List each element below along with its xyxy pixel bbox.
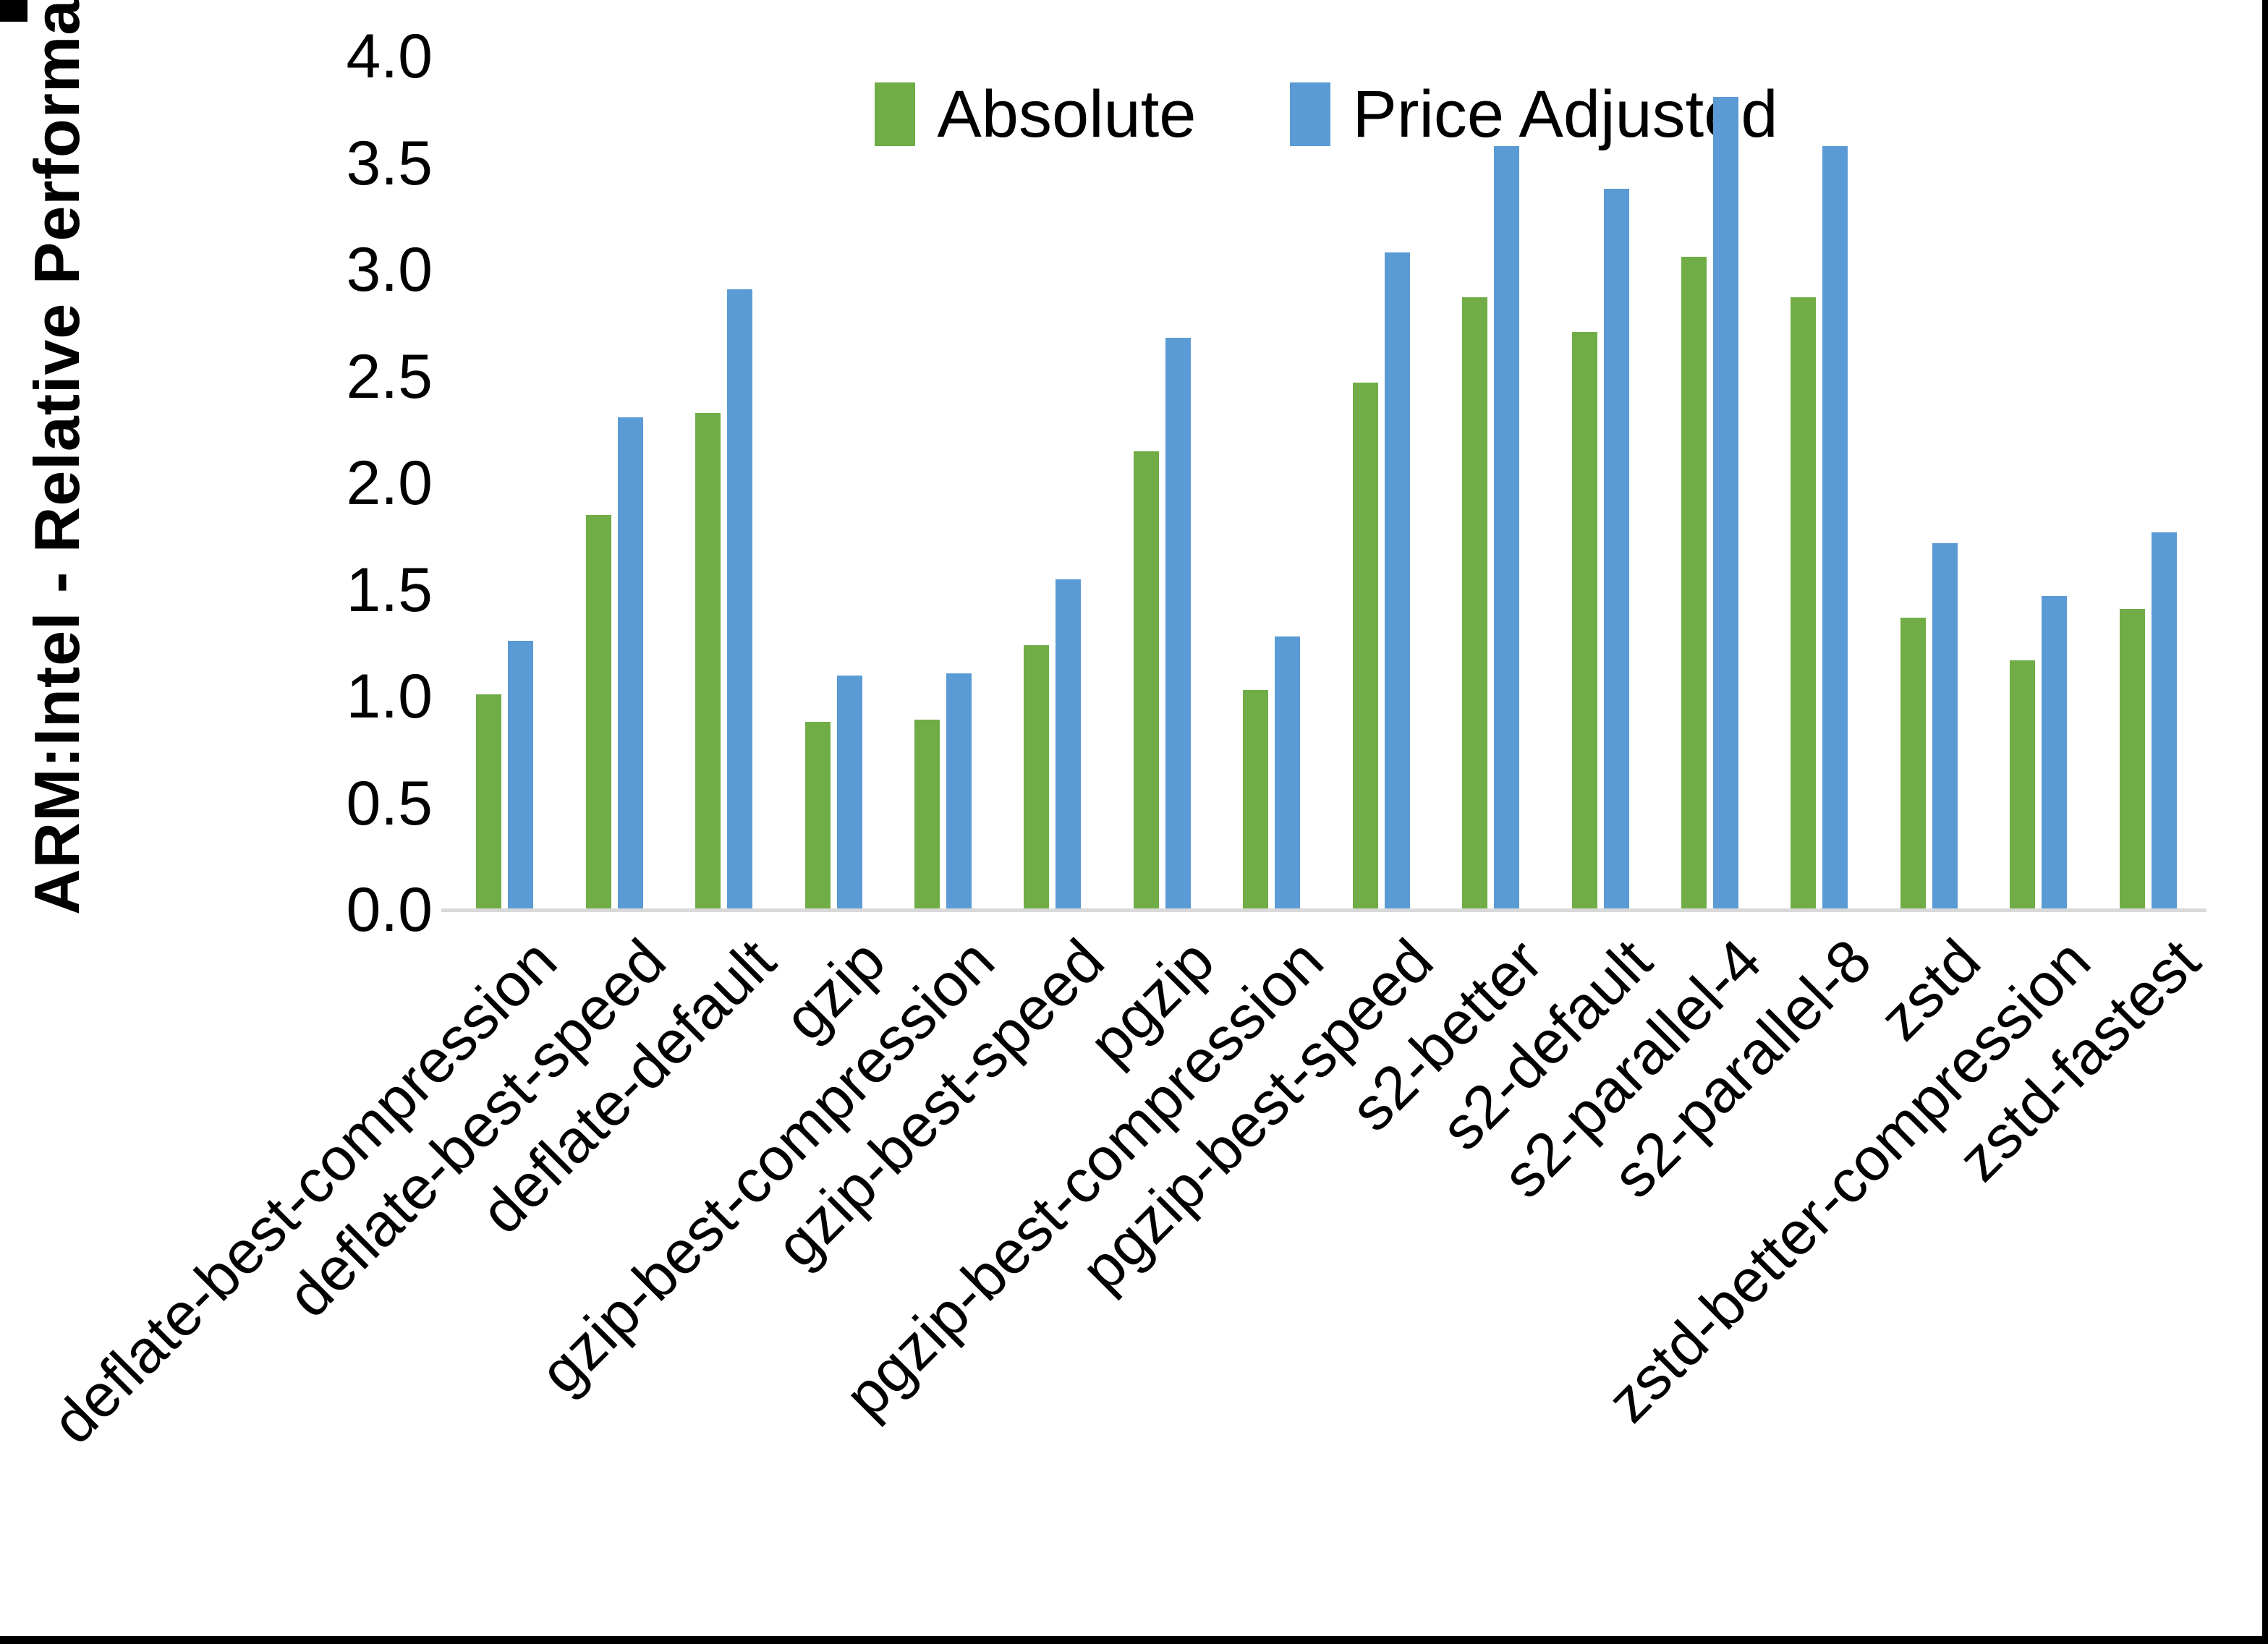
- y-tick-label: 3.0: [346, 235, 433, 304]
- bar-price-adjusted: [2151, 532, 2177, 910]
- y-tick-label: 2.5: [346, 341, 433, 412]
- bar-price-adjusted: [508, 641, 534, 910]
- bar-price-adjusted: [1603, 188, 1629, 910]
- y-tick-label: 3.5: [346, 128, 433, 198]
- bar-absolute: [1791, 297, 1817, 910]
- bar-absolute: [804, 722, 831, 910]
- bar-absolute: [2119, 609, 2145, 910]
- bar-price-adjusted: [617, 417, 643, 910]
- y-tick-label: 1.0: [346, 662, 433, 731]
- bar-price-adjusted: [1932, 542, 1958, 910]
- bar-price-adjusted: [727, 289, 753, 910]
- bar-price-adjusted: [1713, 97, 1739, 910]
- bar-price-adjusted: [1822, 145, 1848, 910]
- y-axis-title: ARM:Intel - Relative Performance: [21, 0, 93, 915]
- frame-border-bottom: [0, 1636, 2268, 1644]
- bar-price-adjusted: [1384, 252, 1410, 910]
- legend-label-absolute: Absolute: [937, 77, 1197, 151]
- x-axis-line: [441, 908, 2207, 912]
- bar-absolute: [1133, 451, 1159, 910]
- legend-label-price-adjusted: Price Adjusted: [1352, 77, 1778, 151]
- bar-absolute: [914, 720, 940, 910]
- y-tick-label: 1.5: [346, 555, 433, 625]
- frame-corner-mark: [0, 0, 27, 22]
- y-tick-label: 0.0: [346, 875, 433, 945]
- bar-price-adjusted: [1275, 636, 1301, 910]
- y-tick-label: 4.0: [346, 22, 433, 91]
- y-tick-label: 0.5: [346, 768, 433, 838]
- bar-absolute: [585, 515, 611, 910]
- bar-price-adjusted: [2042, 596, 2068, 910]
- legend-swatch-absolute: [875, 82, 916, 146]
- bar-absolute: [1024, 645, 1050, 910]
- bar-absolute: [1243, 690, 1269, 910]
- bar-absolute: [695, 412, 721, 910]
- bar-absolute: [1462, 297, 1488, 910]
- bar-absolute: [2010, 660, 2036, 910]
- bar-absolute: [1571, 331, 1597, 910]
- frame-border-right: [2262, 0, 2268, 1644]
- legend-swatch-price-adjusted: [1290, 82, 1331, 146]
- bar-price-adjusted: [1056, 579, 1082, 910]
- bar-absolute: [476, 694, 502, 910]
- legend-item-absolute: Absolute: [875, 81, 1196, 148]
- bar-absolute: [1900, 617, 1926, 910]
- bar-price-adjusted: [946, 673, 972, 910]
- y-tick-label: 2.0: [346, 448, 433, 518]
- bar-price-adjusted: [836, 675, 862, 910]
- bar-absolute: [1681, 257, 1707, 910]
- legend-item-price-adjusted: Price Adjusted: [1290, 81, 1778, 148]
- bar-price-adjusted: [1494, 145, 1520, 910]
- bar-absolute: [1352, 383, 1378, 910]
- bar-price-adjusted: [1165, 338, 1191, 910]
- legend: Absolute Price Adjusted: [450, 81, 2203, 148]
